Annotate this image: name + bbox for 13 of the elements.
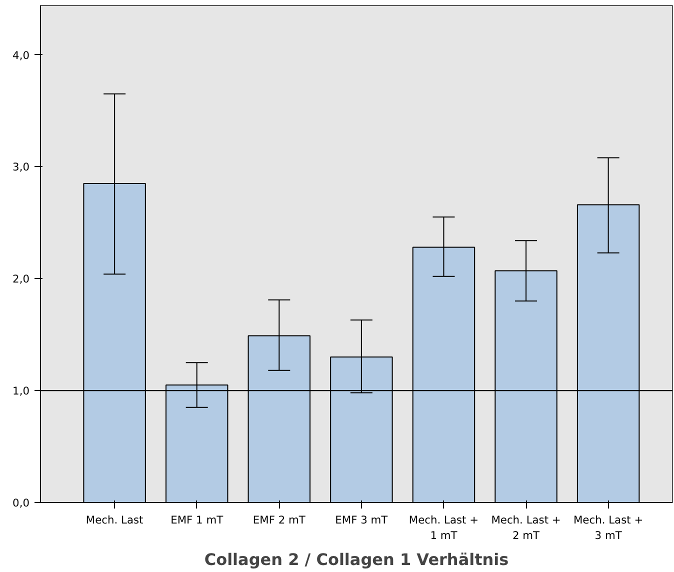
y-tick-label: 0,0 [12, 496, 30, 510]
y-tick-label: 1,0 [12, 384, 30, 398]
x-tick-label: EMF 2 mT [252, 514, 306, 526]
y-tick-label: 2,0 [12, 272, 30, 286]
y-tick-label: 4,0 [12, 48, 30, 62]
x-tick-label: EMF 1 mT [170, 514, 224, 526]
x-tick-label: EMF 3 mT [335, 514, 388, 526]
x-tick-label: Mech. Last + 3 mT [573, 514, 644, 542]
x-axis-title: Collagen 2 / Collagen 1 Verhältnis [204, 550, 509, 570]
x-tick-label: Mech. Last + 2 mT [491, 514, 561, 542]
x-tick-label: Mech. Last [86, 514, 144, 526]
y-tick-label: 3,0 [12, 160, 30, 174]
x-tick-label: Mech. Last + 1 mT [408, 514, 479, 542]
